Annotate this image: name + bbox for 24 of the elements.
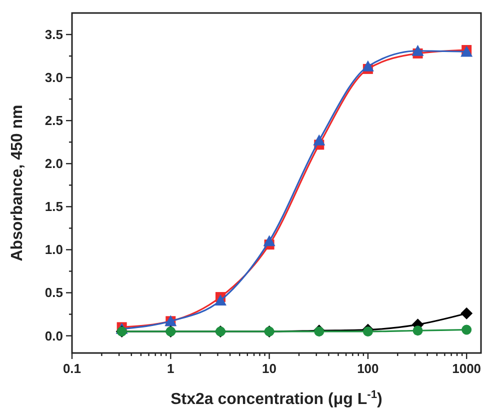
point xyxy=(362,60,374,72)
point xyxy=(313,134,326,146)
point xyxy=(462,324,472,335)
point xyxy=(362,326,373,336)
y-tick-label: 2.5 xyxy=(44,113,63,128)
y-tick-label: 3.5 xyxy=(44,27,63,42)
y-axis-title: Absorbance, 450 nm xyxy=(9,104,26,262)
y-tick-label: 3.0 xyxy=(44,70,63,86)
y-tick-label: 1.0 xyxy=(44,242,63,258)
point xyxy=(460,307,473,320)
x-tick-label: 1000 xyxy=(452,361,482,376)
point xyxy=(263,235,276,246)
point xyxy=(412,326,423,336)
point xyxy=(214,294,226,306)
y-tick-label: 2.0 xyxy=(44,156,63,172)
x-axis-title: Stx2a concentration (μg L$^{-1}$) xyxy=(170,389,382,408)
y-tick-label: 0.5 xyxy=(44,285,63,300)
x-tick-label: 100 xyxy=(357,361,379,376)
y-tick-label: 0.0 xyxy=(44,328,63,344)
point xyxy=(412,44,424,56)
x-tick-label: 1 xyxy=(167,361,174,376)
x-tick-label: 10 xyxy=(262,361,277,376)
x-tick-label: 0.1 xyxy=(62,361,82,376)
y-tick-label: 1.5 xyxy=(44,199,63,214)
